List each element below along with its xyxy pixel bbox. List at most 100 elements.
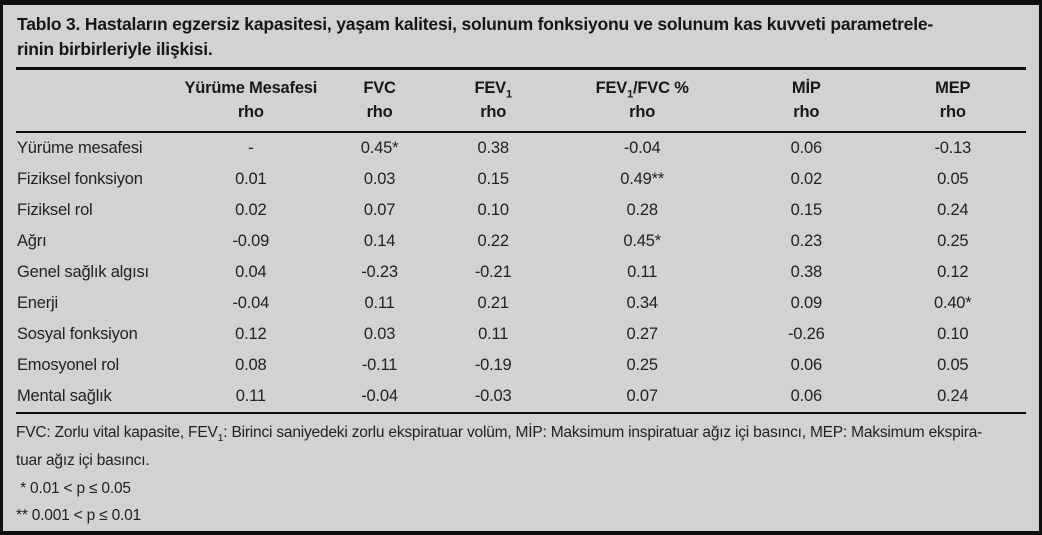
correlation-value: 0.38 <box>790 263 823 281</box>
footnote-abbrev-pre: FVC: Zorlu vital kapasite, FEV <box>16 424 218 441</box>
table-row: Fiziksel fonksiyon 0.01 0.03 0.15 0.49**… <box>16 164 1026 195</box>
correlation-value: 0.38 <box>477 139 510 157</box>
column-header-fev1: FEV1 rho <box>435 67 552 133</box>
footnote-abbrev-line-1: FVC: Zorlu vital kapasite, FEV1: Birinci… <box>16 419 1026 447</box>
correlation-value: 0.14 <box>363 232 396 250</box>
correlation-value: 0.11 <box>177 381 325 414</box>
correlation-value: -0.21 <box>474 263 512 281</box>
correlation-value: 0.22 <box>477 232 510 250</box>
column-header-label: Yürüme Mesafesi <box>184 79 318 97</box>
table-title: Tablo 3. Hastaların egzersiz kapasitesi,… <box>16 5 1026 67</box>
footnote-abbrev-post: : Birinci saniyedeki zorlu ekspiratuar v… <box>223 424 983 441</box>
column-header-walk-distance: Yürüme Mesafesi rho <box>177 67 325 133</box>
correlation-value: 0.12 <box>235 325 267 343</box>
row-label: Enerji <box>17 294 58 312</box>
footnote-significance-1: * 0.01 < p ≤ 0.05 <box>16 480 131 497</box>
row-label: Genel sağlık algısı <box>17 263 149 281</box>
correlation-value: 0.04 <box>235 263 267 281</box>
correlation-value: 0.25 <box>937 232 969 250</box>
table-row: Yürüme mesafesi - 0.45* 0.38 -0.04 0.06 … <box>16 132 1026 164</box>
table-row: Mental sağlık 0.11 -0.04 -0.03 0.07 0.06… <box>16 381 1026 414</box>
table-row: Sosyal fonksiyon 0.12 0.03 0.11 0.27 -0.… <box>16 319 1026 350</box>
correlation-value: 0.21 <box>477 294 510 312</box>
correlation-value: 0.03 <box>363 325 396 343</box>
correlation-value: 0.25 <box>626 356 659 374</box>
correlation-value: 0.10 <box>477 201 510 219</box>
correlation-value: 0.06 <box>790 356 823 374</box>
correlation-value: 0.10 <box>937 325 969 343</box>
correlation-value: - <box>248 139 254 157</box>
correlation-value: 0.27 <box>626 325 659 343</box>
correlation-value: -0.03 <box>435 381 552 414</box>
correlation-value: 0.45* <box>623 232 661 250</box>
correlation-value: 0.11 <box>627 263 658 281</box>
correlation-value: 0.45* <box>360 139 399 157</box>
correlation-value: 0.05 <box>937 356 969 374</box>
table-row: Enerji -0.04 0.11 0.21 0.34 0.09 0.40* <box>16 288 1026 319</box>
table-title-line-1: Tablo 3. Hastaların egzersiz kapasitesi,… <box>17 14 934 34</box>
table-row: Genel sağlık algısı 0.04 -0.23 -0.21 0.1… <box>16 257 1026 288</box>
footnote-abbrev-subscript: 1 <box>217 432 224 445</box>
column-header-fvc: FVC rho <box>324 67 436 133</box>
correlation-value: 0.11 <box>478 325 509 343</box>
row-label: Sosyal fonksiyon <box>17 325 138 343</box>
column-header-mip: MİP rho <box>733 67 880 133</box>
column-header-unit: rho <box>793 103 820 121</box>
correlation-value: 0.34 <box>626 294 659 312</box>
column-header-unit: rho <box>480 103 507 121</box>
correlation-value: 0.05 <box>937 170 969 188</box>
row-label: Ağrı <box>17 232 47 250</box>
table-row: Fiziksel rol 0.02 0.07 0.10 0.28 0.15 0.… <box>16 195 1026 226</box>
correlation-value: -0.26 <box>787 325 825 343</box>
correlation-value: 0.09 <box>790 294 823 312</box>
column-header-label: FEV1/FVC % <box>595 79 689 101</box>
correlation-value: 0.03 <box>363 170 396 188</box>
correlation-table: Yürüme Mesafesi rho FVC rho FEV1 rho FEV… <box>16 67 1026 414</box>
column-header-subscript: 1 <box>627 88 634 101</box>
correlation-value: -0.19 <box>474 356 512 374</box>
correlation-value: 0.02 <box>790 170 823 188</box>
correlation-value: 0.07 <box>551 381 734 414</box>
correlation-value: 0.24 <box>937 201 969 219</box>
correlation-value: 0.24 <box>879 381 1026 414</box>
table-body: Yürüme mesafesi - 0.45* 0.38 -0.04 0.06 … <box>16 132 1026 414</box>
row-label: Fiziksel fonksiyon <box>17 170 143 188</box>
row-label: Fiziksel rol <box>17 201 93 219</box>
correlation-value: 0.02 <box>235 201 267 219</box>
column-header-unit: rho <box>939 103 966 121</box>
correlation-value: -0.04 <box>623 139 661 157</box>
column-header-subscript: 1 <box>505 88 512 101</box>
correlation-value: -0.23 <box>361 263 398 281</box>
correlation-value: 0.40* <box>933 294 972 312</box>
table-row: Emosyonel rol 0.08 -0.11 -0.19 0.25 0.06… <box>16 350 1026 381</box>
row-label: Emosyonel rol <box>17 356 119 374</box>
correlation-value: 0.08 <box>235 356 267 374</box>
column-header-fev1-fvc: FEV1/FVC % rho <box>551 67 734 133</box>
footnotes: FVC: Zorlu vital kapasite, FEV1: Birinci… <box>16 419 1026 529</box>
footnote-abbrev-line-2: tuar ağız içi basıncı. <box>16 452 150 469</box>
correlation-value: 0.15 <box>790 201 823 219</box>
row-label: Yürüme mesafesi <box>17 139 143 157</box>
column-header-unit: rho <box>629 103 656 121</box>
column-header-label: FEV1 <box>474 79 512 101</box>
correlation-value: 0.23 <box>790 232 823 250</box>
correlation-value: 0.12 <box>937 263 969 281</box>
table-title-line-2: rinin birbirleriyle ilişkisi. <box>17 39 213 59</box>
correlation-value: 0.15 <box>477 170 510 188</box>
correlation-value: 0.06 <box>733 381 880 414</box>
table-header: Yürüme Mesafesi rho FVC rho FEV1 rho FEV… <box>16 67 1026 133</box>
correlation-value: 0.01 <box>235 170 267 188</box>
correlation-value: 0.11 <box>364 294 395 312</box>
header-row: Yürüme Mesafesi rho FVC rho FEV1 rho FEV… <box>16 67 1026 133</box>
column-header-mep: MEP rho <box>879 67 1026 133</box>
row-label: Mental sağlık <box>16 381 178 414</box>
correlation-value: 0.28 <box>626 201 659 219</box>
correlation-value: -0.09 <box>232 232 270 250</box>
correlation-value: 0.06 <box>790 139 823 157</box>
correlation-value: -0.04 <box>232 294 270 312</box>
column-header-unit: rho <box>366 103 393 121</box>
correlation-value: 0.07 <box>363 201 396 219</box>
table-row: Ağrı -0.09 0.14 0.22 0.45* 0.23 0.25 <box>16 226 1026 257</box>
empty-header-cell <box>16 67 178 133</box>
